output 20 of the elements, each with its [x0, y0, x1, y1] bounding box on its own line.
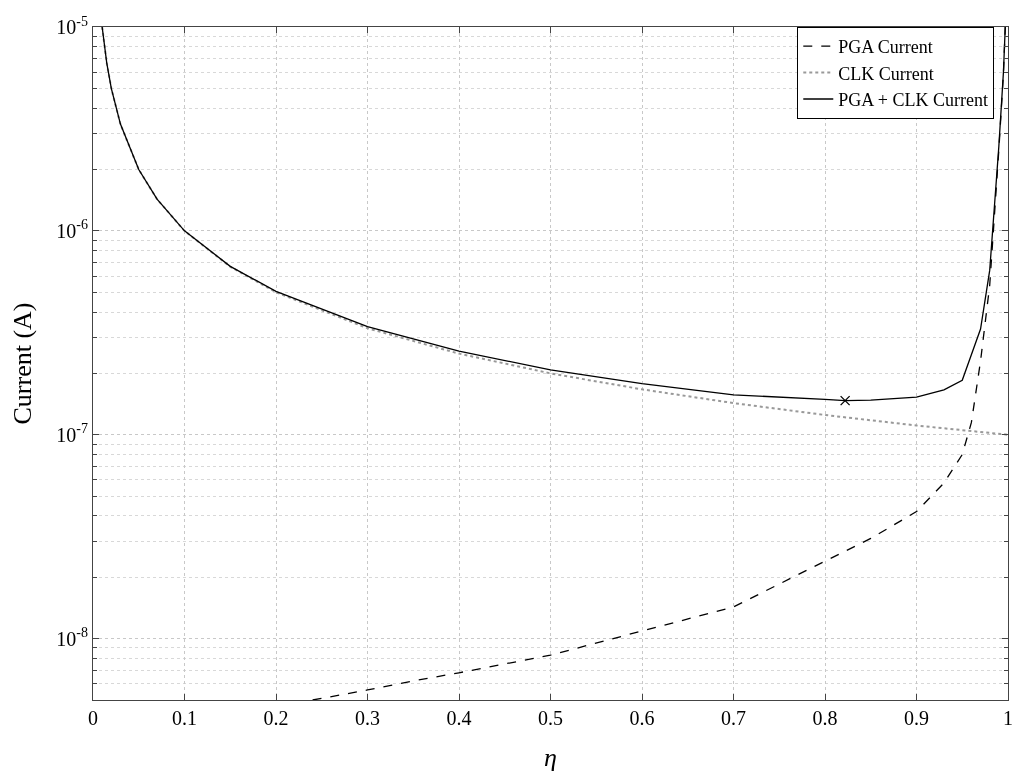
- legend-label: CLK Current: [838, 63, 934, 84]
- x-tick-label: 0.4: [446, 707, 472, 729]
- x-axis-title: η: [544, 743, 557, 772]
- x-tick-label: 0.6: [629, 707, 655, 729]
- x-tick-label: 0.5: [538, 707, 563, 729]
- y-tick-label: 10$^{-6}$: [56, 217, 88, 242]
- x-tick-label: 0: [88, 707, 98, 729]
- y-tick-label: 10$^{-8}$: [56, 625, 88, 650]
- legend-label: PGA + CLK Current: [838, 90, 988, 111]
- y-tick-label: 10$^{-7}$: [56, 421, 88, 446]
- x-tick-label: 0.9: [904, 707, 929, 729]
- x-tick-label: 0.1: [172, 707, 197, 729]
- y-axis-title: Current (A): [8, 302, 37, 425]
- x-tick-label: 1: [1003, 707, 1013, 729]
- legend-label: PGA Current: [838, 37, 933, 58]
- x-tick-label: 0.2: [263, 707, 289, 729]
- y-tick-label: 10$^{-5}$: [56, 13, 88, 38]
- x-tick-label: 0.3: [355, 707, 380, 729]
- x-tick-label: 0.7: [721, 707, 746, 729]
- x-tick-label: 0.8: [812, 707, 838, 729]
